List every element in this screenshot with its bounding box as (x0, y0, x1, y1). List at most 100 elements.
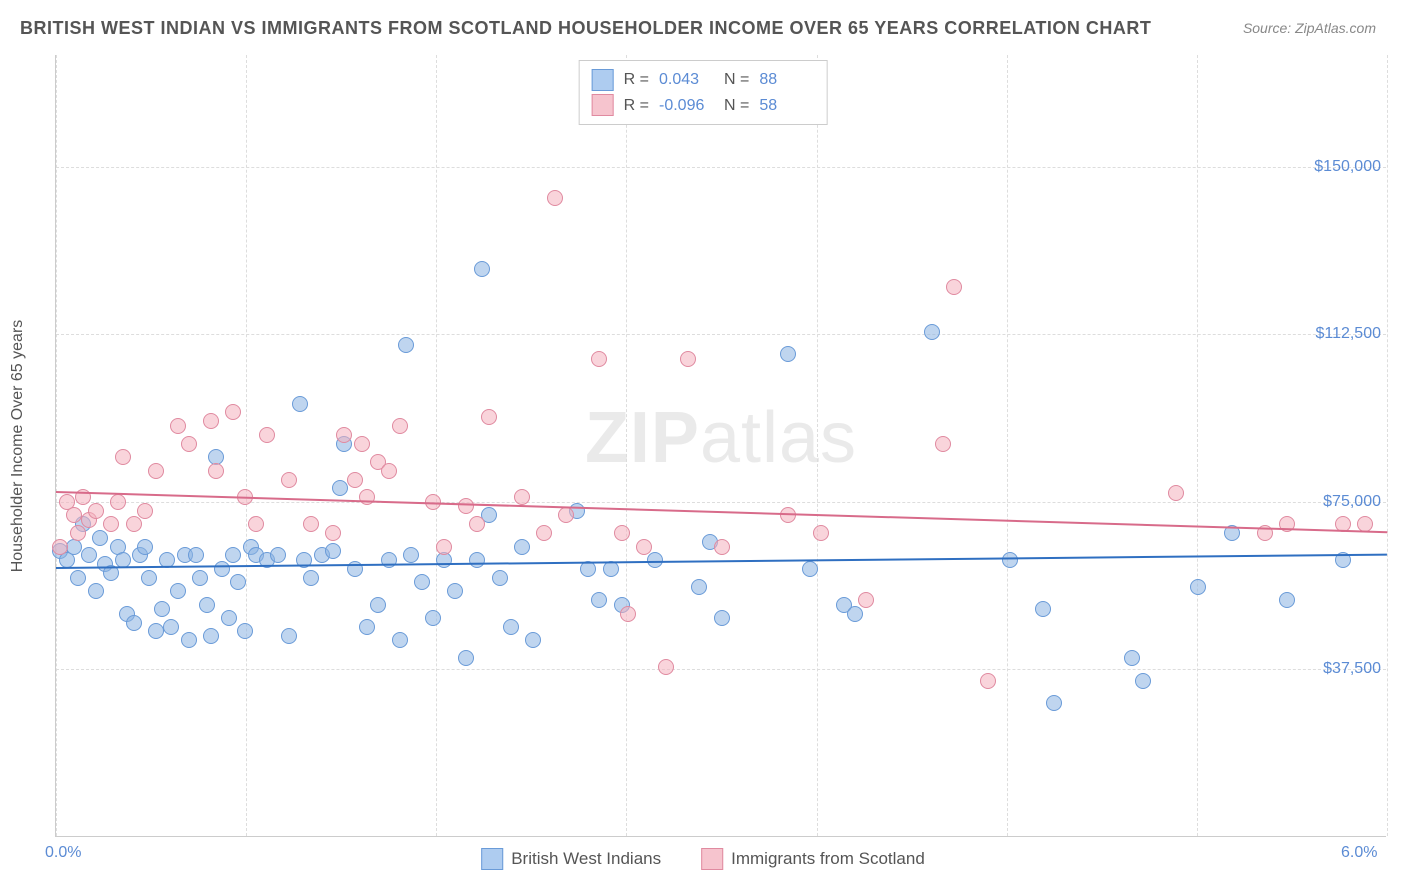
bottom-legend: British West Indians Immigrants from Scot… (481, 848, 925, 870)
scatter-point (525, 632, 541, 648)
scatter-point (110, 494, 126, 510)
scatter-point (181, 632, 197, 648)
scatter-point (230, 574, 246, 590)
scatter-point (403, 547, 419, 563)
scatter-point (325, 525, 341, 541)
scatter-point (1035, 601, 1051, 617)
scatter-point (154, 601, 170, 617)
scatter-point (620, 606, 636, 622)
scatter-point (336, 427, 352, 443)
scatter-point (514, 539, 530, 555)
stats-row: R =-0.096N =58 (592, 93, 815, 119)
scatter-point (946, 279, 962, 295)
legend-item: Immigrants from Scotland (701, 848, 925, 870)
scatter-point (259, 427, 275, 443)
stats-r-value: 0.043 (659, 67, 714, 93)
scatter-point (924, 324, 940, 340)
plot-area: ZIPatlas (55, 55, 1386, 837)
scatter-point (1168, 485, 1184, 501)
scatter-point (658, 659, 674, 675)
scatter-point (126, 615, 142, 631)
scatter-point (148, 623, 164, 639)
scatter-point (481, 409, 497, 425)
x-tick-label: 6.0% (1341, 844, 1377, 862)
scatter-point (503, 619, 519, 635)
scatter-point (170, 583, 186, 599)
scatter-point (303, 516, 319, 532)
gridline-v (246, 55, 247, 836)
scatter-point (780, 346, 796, 362)
scatter-point (458, 650, 474, 666)
gridline-v (1007, 55, 1008, 836)
scatter-point (691, 579, 707, 595)
scatter-point (1046, 695, 1062, 711)
scatter-point (392, 418, 408, 434)
scatter-point (425, 610, 441, 626)
legend-swatch (592, 94, 614, 116)
source-label: Source: ZipAtlas.com (1243, 20, 1376, 36)
legend-label: British West Indians (511, 849, 661, 869)
scatter-point (188, 547, 204, 563)
scatter-point (81, 547, 97, 563)
gridline-v (436, 55, 437, 836)
scatter-point (802, 561, 818, 577)
scatter-point (469, 552, 485, 568)
scatter-point (1190, 579, 1206, 595)
scatter-point (137, 539, 153, 555)
scatter-point (474, 261, 490, 277)
scatter-point (680, 351, 696, 367)
scatter-point (88, 503, 104, 519)
scatter-point (935, 436, 951, 452)
scatter-point (170, 418, 186, 434)
gridline-v (817, 55, 818, 836)
watermark-thin: atlas (700, 397, 857, 477)
scatter-point (126, 516, 142, 532)
x-tick-label: 0.0% (45, 844, 81, 862)
scatter-point (469, 516, 485, 532)
scatter-point (332, 480, 348, 496)
scatter-point (214, 561, 230, 577)
scatter-point (163, 619, 179, 635)
legend-swatch (592, 69, 614, 91)
scatter-point (1135, 673, 1151, 689)
scatter-point (52, 539, 68, 555)
scatter-point (398, 337, 414, 353)
scatter-point (392, 632, 408, 648)
scatter-point (192, 570, 208, 586)
y-axis-label: Householder Income Over 65 years (9, 320, 27, 573)
scatter-point (281, 472, 297, 488)
y-tick-label: $75,000 (1323, 493, 1381, 511)
scatter-point (141, 570, 157, 586)
scatter-point (137, 503, 153, 519)
scatter-point (381, 463, 397, 479)
stats-n-value: 88 (759, 67, 814, 93)
scatter-point (70, 570, 86, 586)
scatter-point (92, 530, 108, 546)
stats-row: R =0.043N =88 (592, 67, 815, 93)
scatter-point (281, 628, 297, 644)
scatter-point (636, 539, 652, 555)
gridline-v (626, 55, 627, 836)
scatter-point (614, 525, 630, 541)
stats-r-value: -0.096 (659, 93, 714, 119)
stats-r-label: R = (624, 67, 649, 93)
y-tick-label: $37,500 (1323, 660, 1381, 678)
scatter-point (414, 574, 430, 590)
gridline-h (56, 167, 1386, 168)
scatter-point (203, 628, 219, 644)
scatter-point (447, 583, 463, 599)
legend-item: British West Indians (481, 848, 661, 870)
scatter-point (115, 449, 131, 465)
scatter-point (359, 489, 375, 505)
scatter-point (181, 436, 197, 452)
scatter-point (514, 489, 530, 505)
scatter-point (492, 570, 508, 586)
gridline-h (56, 334, 1386, 335)
scatter-point (714, 610, 730, 626)
scatter-point (354, 436, 370, 452)
scatter-point (66, 507, 82, 523)
stats-r-label: R = (624, 93, 649, 119)
scatter-point (714, 539, 730, 555)
scatter-point (980, 673, 996, 689)
gridline-v (1197, 55, 1198, 836)
